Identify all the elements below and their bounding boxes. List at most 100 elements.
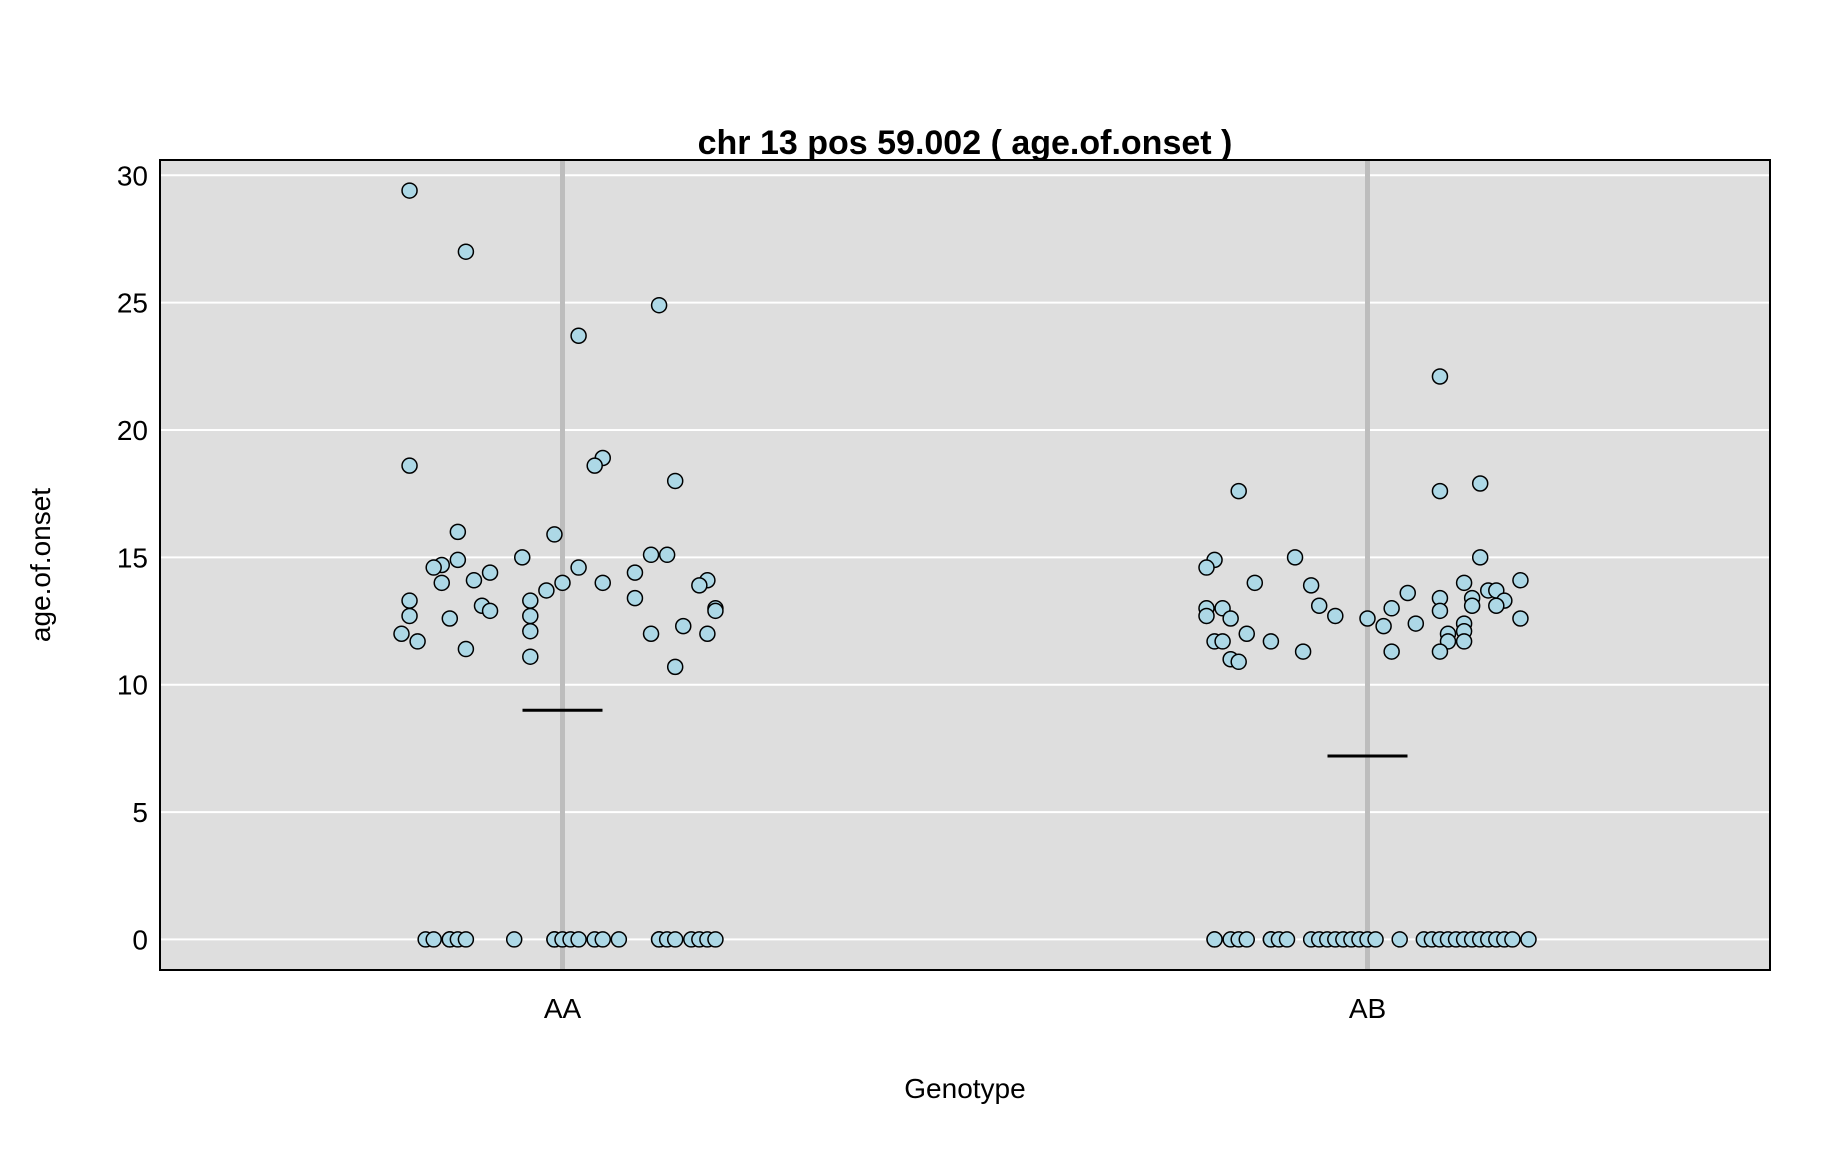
data-point	[570, 559, 587, 576]
data-point	[1294, 643, 1312, 660]
data-points	[393, 182, 1537, 948]
data-point	[1431, 482, 1449, 500]
data-point	[1198, 607, 1215, 625]
data-point	[586, 457, 603, 474]
data-point	[610, 931, 628, 948]
data-point	[1431, 602, 1449, 620]
data-point	[1230, 653, 1247, 671]
data-point	[1512, 610, 1529, 627]
data-point	[642, 546, 660, 564]
data-point	[1399, 584, 1416, 602]
data-point	[1375, 617, 1392, 635]
data-point	[465, 572, 483, 589]
data-point	[626, 564, 644, 581]
data-point	[570, 931, 587, 948]
data-point	[1431, 368, 1449, 385]
data-point	[505, 931, 523, 948]
data-point	[401, 607, 418, 625]
data-point	[457, 243, 475, 260]
data-point	[1383, 600, 1400, 617]
data-point	[409, 633, 426, 650]
data-point	[707, 602, 724, 620]
category-lines	[560, 160, 1370, 970]
data-point	[457, 640, 475, 658]
data-point	[554, 574, 571, 592]
data-point	[522, 592, 539, 609]
data-point	[1198, 559, 1215, 576]
data-point	[522, 622, 539, 640]
x-tick-labels: AA AB	[544, 993, 1386, 1024]
data-point	[1230, 482, 1247, 500]
data-point	[1302, 577, 1320, 594]
data-point	[457, 931, 475, 948]
data-point	[425, 931, 442, 948]
data-point	[481, 564, 499, 581]
data-point	[1488, 597, 1505, 615]
data-point	[401, 457, 418, 474]
data-point	[538, 582, 555, 599]
data-point	[1471, 549, 1489, 566]
data-point	[1246, 574, 1264, 592]
data-point	[1383, 643, 1400, 660]
data-point	[1206, 931, 1223, 948]
y-tick-label: 0	[132, 924, 148, 955]
data-point	[594, 931, 611, 948]
data-point	[481, 602, 499, 620]
x-axis-label: Genotype	[904, 1073, 1025, 1104]
data-point	[1286, 549, 1304, 566]
data-point	[594, 574, 611, 592]
data-point	[522, 648, 539, 665]
data-point	[1504, 931, 1521, 948]
data-point	[658, 546, 676, 564]
y-axis-label: age.of.onset	[25, 488, 56, 642]
data-point	[666, 931, 684, 948]
data-point	[449, 523, 467, 541]
chart-title: chr 13 pos 59.002 ( age.of.onset )	[698, 124, 1233, 162]
data-point	[1238, 625, 1255, 643]
data-point	[1262, 633, 1280, 650]
data-point	[1278, 931, 1296, 948]
data-point	[1310, 597, 1328, 615]
y-tick-label: 25	[117, 288, 148, 319]
x-tick-label: AA	[544, 993, 582, 1024]
data-point	[393, 625, 410, 643]
plot-border	[159, 159, 1771, 971]
data-point	[666, 658, 684, 676]
y-tick-label: 15	[117, 542, 148, 573]
data-point	[699, 625, 716, 643]
data-point	[707, 931, 724, 948]
data-point	[642, 625, 660, 643]
data-point	[1367, 931, 1384, 948]
data-point	[1359, 610, 1376, 627]
data-point	[1520, 931, 1537, 948]
data-point	[691, 577, 708, 594]
data-point	[1391, 931, 1408, 948]
data-point	[522, 607, 539, 625]
mean-lines	[522, 708, 1408, 758]
data-point	[570, 327, 587, 345]
data-point	[675, 617, 692, 635]
data-point	[666, 472, 684, 490]
data-point	[546, 526, 563, 543]
y-tick-label: 30	[117, 160, 148, 191]
data-point	[401, 182, 418, 199]
data-point	[1471, 475, 1489, 492]
data-point	[1455, 574, 1473, 592]
data-point	[425, 559, 442, 576]
y-tick-label: 20	[117, 415, 148, 446]
data-point	[441, 610, 459, 627]
data-point	[1431, 643, 1449, 660]
y-tick-label: 5	[132, 797, 148, 828]
data-point	[1238, 931, 1255, 948]
data-point	[514, 549, 531, 566]
data-point	[449, 551, 467, 569]
x-tick-label: AB	[1349, 993, 1386, 1024]
data-point	[401, 592, 418, 609]
data-point	[1214, 633, 1231, 650]
data-point	[1463, 597, 1481, 615]
plot-panel	[160, 160, 1770, 970]
data-point	[1512, 572, 1529, 589]
data-point	[650, 296, 668, 314]
data-point	[1327, 607, 1344, 625]
